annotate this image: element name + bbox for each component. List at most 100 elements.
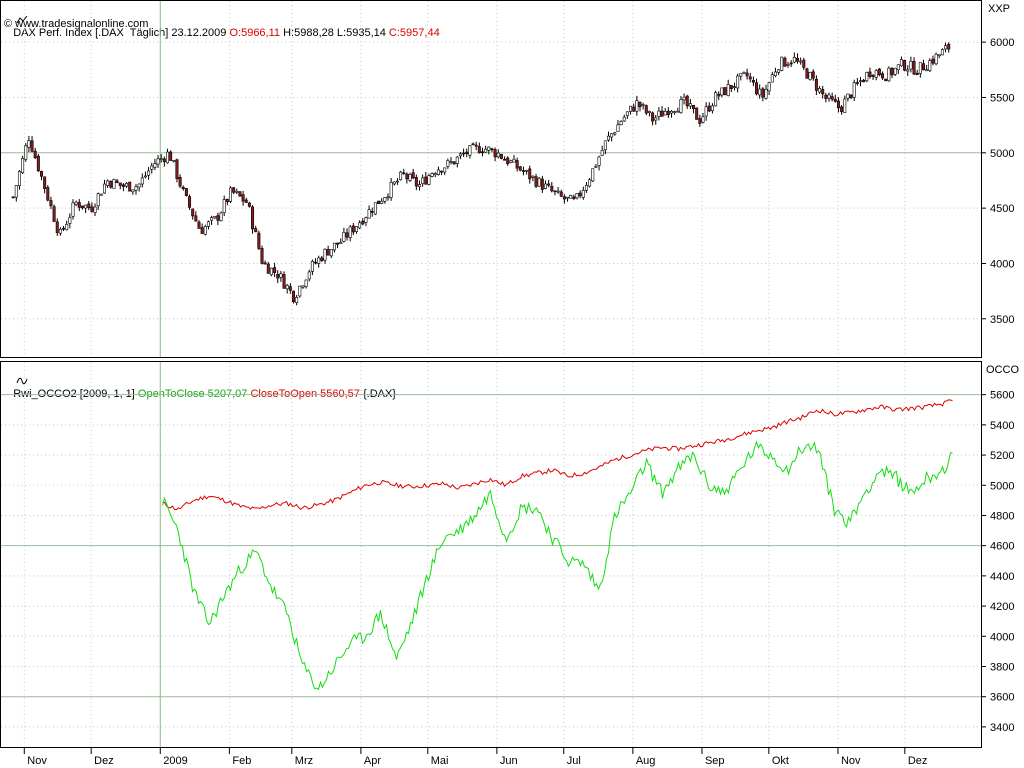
candle-body xyxy=(496,152,500,158)
x-tick-label: Okt xyxy=(772,755,789,767)
candle-body xyxy=(377,200,381,205)
candle-body xyxy=(411,172,415,179)
candle-body xyxy=(364,217,368,223)
candle-body xyxy=(408,173,412,181)
candle-body xyxy=(181,186,185,189)
candle-body xyxy=(339,241,343,244)
y-tick-label: 5600 xyxy=(990,390,1014,402)
candle-body xyxy=(673,111,677,113)
candle-body xyxy=(525,169,529,172)
candle-body xyxy=(676,110,680,113)
candle-body xyxy=(232,187,236,193)
candle-body xyxy=(909,60,913,70)
candle-body xyxy=(134,186,138,191)
candle-body xyxy=(96,193,100,207)
candle-body xyxy=(342,232,346,242)
price-panel-frame xyxy=(0,0,982,358)
x-tick-label: Nov xyxy=(841,755,861,767)
candle-body xyxy=(314,261,318,264)
y-tick-label: 4200 xyxy=(990,601,1014,613)
candle-body xyxy=(440,170,444,173)
candle-body xyxy=(814,78,818,91)
candle-body xyxy=(824,94,828,99)
candle-body xyxy=(588,179,592,187)
candle-body xyxy=(669,110,673,114)
candle-body xyxy=(80,205,84,209)
candle-body xyxy=(213,216,217,219)
candle-body xyxy=(367,209,371,219)
candle-body xyxy=(301,285,305,288)
candle-body xyxy=(417,184,421,188)
y-tick-label: 4500 xyxy=(990,203,1014,215)
candle-body xyxy=(795,57,799,62)
copyright-icon: © xyxy=(4,18,13,30)
candle-body xyxy=(273,267,277,273)
y-tick-label: 4000 xyxy=(990,258,1014,270)
candle-body xyxy=(235,190,239,193)
candle-body xyxy=(566,196,570,199)
candle-body xyxy=(896,64,900,70)
candle-body xyxy=(295,297,299,303)
candle-body xyxy=(62,227,66,230)
candle-body xyxy=(534,176,538,187)
candle-body xyxy=(846,93,850,99)
candle-body xyxy=(748,76,752,80)
legend-open-to-close: OpenToClose 5207,07 xyxy=(137,388,248,400)
candle-body xyxy=(112,179,116,189)
candle-body xyxy=(714,92,718,107)
candle-body xyxy=(600,150,604,156)
candle-body xyxy=(606,135,610,141)
x-tick-label: Sep xyxy=(705,755,725,767)
candle-body xyxy=(169,151,173,161)
candle-body xyxy=(777,69,781,73)
candle-body xyxy=(310,260,314,272)
candle-body xyxy=(792,56,796,63)
candle-body xyxy=(862,79,866,83)
candle-body xyxy=(143,175,147,178)
candle-body xyxy=(269,267,273,276)
candle-body xyxy=(736,75,740,89)
indicator-scale-label: OCCO xyxy=(986,364,1019,376)
candle-body xyxy=(436,169,440,176)
candle-body xyxy=(68,217,72,224)
candle-body xyxy=(704,106,708,117)
candle-body xyxy=(849,94,853,99)
candle-body xyxy=(695,107,699,120)
candle-body xyxy=(298,285,302,297)
candle-body xyxy=(928,60,932,71)
candle-body xyxy=(421,177,425,185)
candle-body xyxy=(685,95,689,107)
candle-body xyxy=(575,193,579,199)
candle-body xyxy=(666,110,670,115)
candle-body xyxy=(717,93,721,97)
y-tick-label: 4000 xyxy=(990,631,1014,643)
candle-body xyxy=(304,279,308,287)
indicator-icon xyxy=(4,376,28,400)
candle-body xyxy=(903,60,907,71)
y-tick-label: 3600 xyxy=(990,692,1014,704)
candle-body xyxy=(805,68,809,79)
candle-body xyxy=(219,212,223,222)
candle-body xyxy=(597,156,601,166)
candle-body xyxy=(629,105,633,112)
candle-body xyxy=(389,182,393,198)
watermark: © www.tradesignalonline.com xyxy=(4,18,148,30)
candle-body xyxy=(329,249,333,257)
candle-body xyxy=(783,57,787,67)
candle-body xyxy=(764,88,768,99)
candle-body xyxy=(647,110,651,113)
candle-body xyxy=(43,176,47,190)
candle-body xyxy=(266,263,270,274)
candle-body xyxy=(84,204,88,209)
candle-body xyxy=(46,187,50,201)
candle-body xyxy=(125,183,129,187)
candle-body xyxy=(131,189,135,193)
candle-body xyxy=(90,206,94,212)
candle-body xyxy=(877,68,881,76)
candle-body xyxy=(852,82,856,98)
candle-body xyxy=(915,72,919,75)
candle-body xyxy=(17,171,21,187)
candle-body xyxy=(175,159,179,179)
indicator-panel-header: Rwi_OCCO2 [2009, 1, 1] OpenToClose 5207,… xyxy=(4,364,396,400)
